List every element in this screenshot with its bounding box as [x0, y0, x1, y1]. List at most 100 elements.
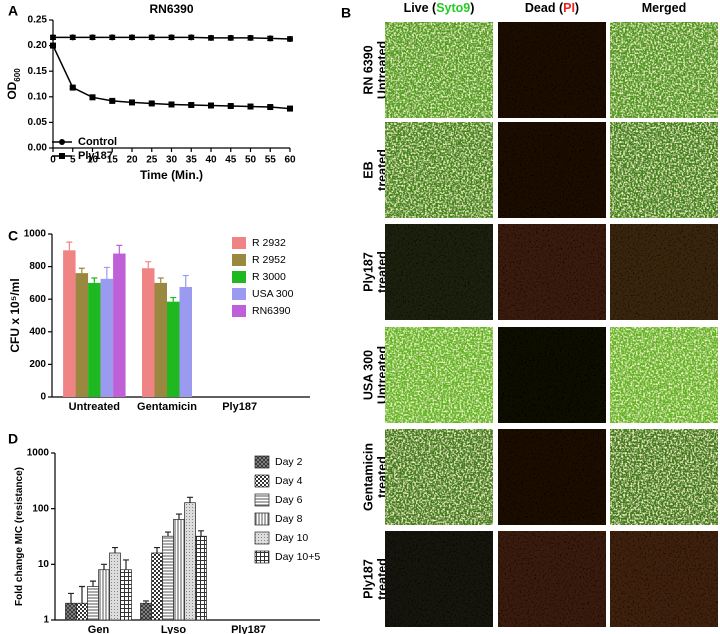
x-tick-label: 0	[50, 155, 56, 166]
header-stain: Syto9	[436, 1, 470, 15]
error-bar	[187, 496, 193, 503]
y-tick-label: 0.05	[28, 117, 48, 128]
error-bar	[123, 559, 129, 570]
column-header: Live (Syto9)	[404, 1, 475, 15]
y-axis-label: OD600	[5, 68, 21, 100]
error-bar	[103, 266, 110, 279]
x-tick-label: 60	[284, 155, 296, 166]
micrograph	[610, 429, 718, 525]
error-bar	[101, 563, 107, 570]
bar	[167, 301, 180, 397]
marker	[208, 102, 214, 109]
legend-label: Day 2	[275, 456, 303, 468]
x-tick-label: 30	[166, 155, 178, 166]
x-tick-label: 20	[126, 155, 138, 166]
y-tick-label: 100	[32, 503, 49, 514]
micrograph	[610, 224, 718, 320]
micrograph	[610, 22, 718, 118]
marker	[188, 34, 195, 41]
legend-swatch	[232, 305, 246, 317]
marker	[188, 101, 195, 108]
y-tick-label: 10	[38, 559, 50, 570]
marker	[287, 35, 293, 42]
y-axis-label: CFU x 10⁵/ml	[8, 278, 22, 352]
error-bar	[91, 277, 98, 283]
row-label: Ply187	[361, 252, 375, 292]
error-bar	[154, 546, 160, 553]
bar	[113, 253, 126, 397]
micrograph	[385, 531, 493, 627]
micrograph	[385, 327, 493, 423]
legend-label: Day 10+5	[275, 551, 320, 563]
header-text: )	[575, 1, 579, 15]
marker	[129, 34, 135, 41]
legend-label: Control	[78, 136, 117, 148]
bar	[154, 282, 167, 397]
legend-label: Ply187	[78, 150, 113, 162]
y-tick-label: 600	[29, 294, 46, 305]
error-bar	[182, 274, 189, 287]
y-tick-label: 1000	[27, 448, 50, 459]
error-bar	[116, 244, 123, 254]
bar	[98, 569, 110, 621]
header-text: Live (	[404, 1, 437, 15]
panel-label: B	[341, 5, 351, 21]
bar	[151, 552, 163, 621]
marker	[69, 34, 76, 41]
x-tick-label: Gen	[88, 624, 110, 634]
row-label: EB	[361, 161, 375, 178]
legend-swatch	[254, 512, 270, 526]
panel-label: C	[8, 228, 18, 244]
legend-swatch	[254, 474, 270, 488]
bar	[87, 586, 99, 621]
marker	[148, 34, 155, 41]
marker	[109, 34, 116, 41]
legend-swatch	[232, 288, 246, 300]
row-label: RN 6390	[361, 45, 375, 94]
x-tick-label: Lyso	[161, 624, 187, 634]
chart-title: RN6390	[149, 2, 193, 16]
legend-label: USA 300	[252, 288, 294, 300]
micrograph	[385, 122, 493, 218]
micrograph	[610, 327, 718, 423]
y-axis-label: Fold change MIC (resistance)	[14, 467, 25, 606]
legend-swatch	[232, 271, 246, 283]
bar	[142, 268, 155, 397]
legend-label: Day 10	[275, 532, 308, 544]
y-tick-label: 0	[40, 392, 46, 403]
y-tick-label: 0.00	[28, 143, 48, 154]
error-bar	[170, 296, 177, 302]
bar	[63, 250, 76, 397]
x-tick-label: 45	[225, 155, 237, 166]
x-tick-label: Ply187	[231, 624, 266, 634]
marker	[168, 101, 175, 108]
panel-label: A	[8, 3, 18, 19]
marker	[148, 100, 155, 107]
y-axis-label-text: CFU x 10⁵/ml	[8, 278, 22, 352]
bar	[162, 535, 174, 621]
error-bar	[112, 546, 118, 553]
header-text: Dead (	[525, 1, 564, 15]
marker	[89, 94, 96, 101]
x-tick-label: 5	[70, 155, 76, 166]
marker	[59, 139, 65, 145]
error-bar	[68, 592, 74, 604]
y-tick-label: 200	[29, 359, 46, 370]
row-label: USA 300	[361, 350, 375, 400]
column-header: Merged	[642, 1, 686, 15]
x-axis-label: Time (Min.)	[140, 168, 203, 182]
micrograph	[610, 531, 718, 627]
bar	[173, 519, 185, 621]
micrograph	[498, 531, 606, 627]
y-axis-label-sub: 600	[13, 68, 22, 82]
marker	[109, 97, 116, 104]
legend-swatch	[232, 237, 246, 249]
bar	[100, 278, 114, 397]
error-bar	[176, 513, 182, 520]
legend-label: Day 6	[275, 494, 303, 506]
bar	[109, 552, 121, 621]
micrograph	[610, 122, 718, 218]
error-bar	[143, 600, 149, 604]
legend-swatch	[254, 550, 270, 564]
micrograph	[498, 429, 606, 525]
